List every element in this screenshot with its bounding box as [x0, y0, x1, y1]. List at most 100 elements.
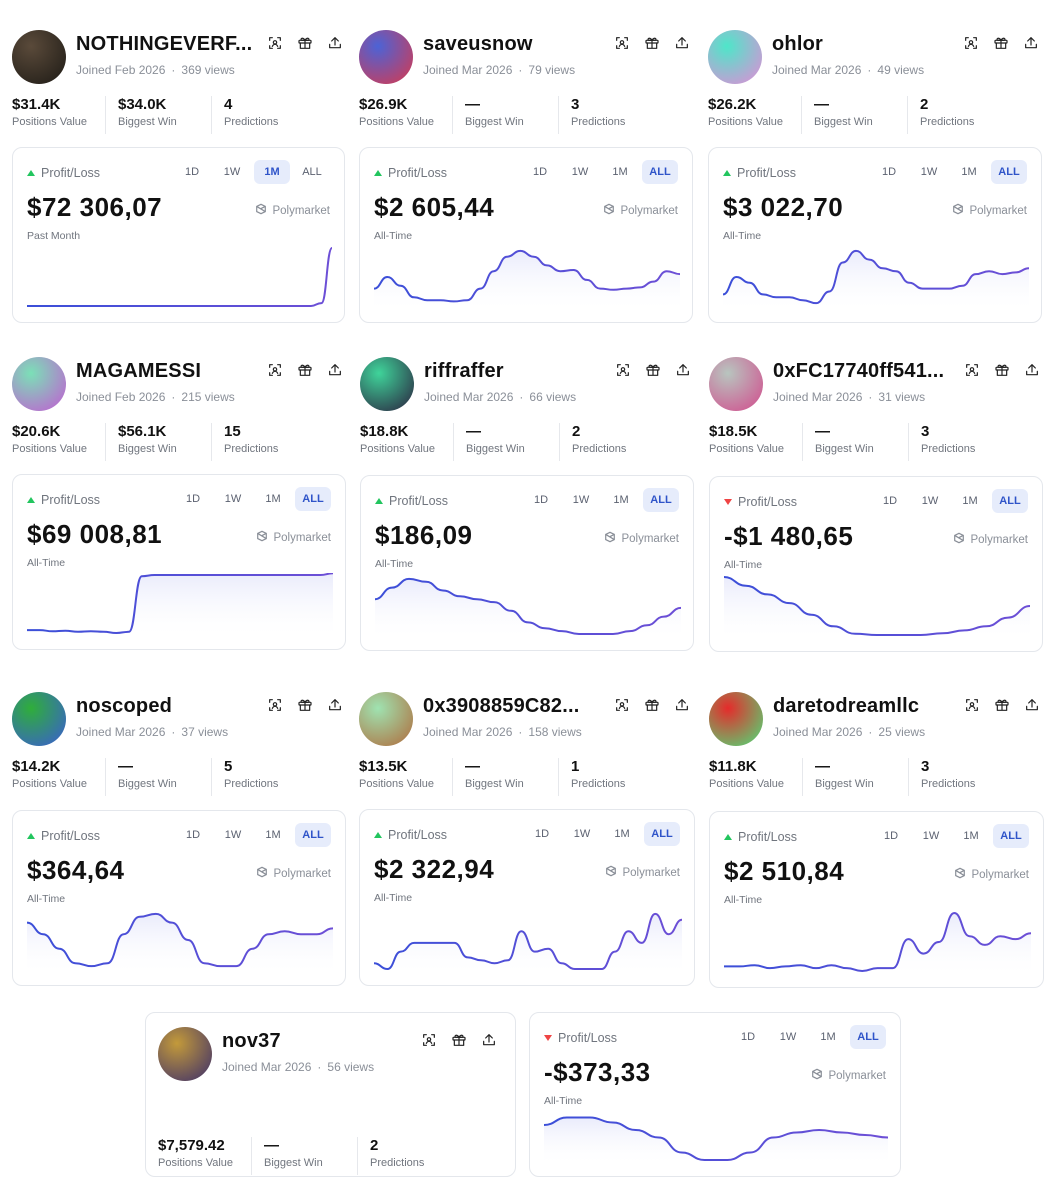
username[interactable]: nov37 — [222, 1030, 281, 1052]
username[interactable]: MAGAMESSI — [76, 360, 202, 382]
avatar[interactable] — [359, 30, 413, 84]
username[interactable]: NOTHINGEVERF... — [76, 33, 253, 55]
gift-icon[interactable] — [296, 34, 314, 52]
username[interactable]: saveusnow — [423, 33, 533, 55]
tab-1d[interactable]: 1D — [881, 166, 897, 178]
tab-all[interactable]: ALL — [295, 487, 331, 511]
gift-icon[interactable] — [450, 1031, 468, 1049]
tab-1w[interactable]: 1W — [571, 166, 589, 178]
tab-1d[interactable]: 1D — [185, 829, 201, 841]
tab-1d[interactable]: 1D — [533, 494, 549, 506]
tab-1w[interactable]: 1W — [922, 830, 940, 842]
tab-1m[interactable]: 1M — [265, 829, 281, 841]
gift-icon[interactable] — [644, 361, 662, 379]
share-icon[interactable] — [674, 361, 692, 379]
tab-1d[interactable]: 1D — [883, 830, 899, 842]
share-icon[interactable] — [1023, 696, 1041, 714]
tab-1w[interactable]: 1W — [921, 495, 939, 507]
tab-1m[interactable]: 1M — [614, 828, 630, 840]
pnl-area — [27, 573, 333, 635]
avatar[interactable] — [360, 357, 414, 411]
share-icon[interactable] — [1022, 34, 1040, 52]
tab-all[interactable]: ALL — [643, 488, 679, 512]
username[interactable]: ohlor — [772, 33, 823, 55]
username[interactable]: daretodreamllc — [773, 695, 920, 717]
scan-profile-icon[interactable] — [420, 1031, 438, 1049]
tab-all[interactable]: ALL — [992, 489, 1028, 513]
share-icon[interactable] — [326, 696, 344, 714]
gift-icon[interactable] — [993, 361, 1011, 379]
positions-value: $18.5K — [709, 423, 758, 440]
biggest-win-label: Biggest Win — [815, 778, 874, 790]
tab-1d[interactable]: 1D — [740, 1031, 756, 1043]
tab-all[interactable]: ALL — [644, 822, 680, 846]
scan-profile-icon[interactable] — [962, 34, 980, 52]
trend-up-icon — [27, 170, 35, 176]
view-count: 49 views — [877, 63, 925, 77]
tab-all[interactable]: ALL — [302, 166, 322, 178]
tab-all[interactable]: ALL — [850, 1025, 886, 1049]
tab-1m[interactable]: 1M — [963, 830, 979, 842]
tab-all[interactable]: ALL — [642, 160, 678, 184]
gift-icon[interactable] — [643, 696, 661, 714]
gift-icon[interactable] — [643, 34, 661, 52]
scan-profile-icon[interactable] — [266, 696, 284, 714]
share-icon[interactable] — [326, 361, 344, 379]
tab-1w[interactable]: 1W — [920, 166, 938, 178]
gift-icon[interactable] — [993, 696, 1011, 714]
username[interactable]: 0x3908859C82... — [423, 695, 580, 717]
tab-1d[interactable]: 1D — [534, 828, 550, 840]
username[interactable]: noscoped — [76, 695, 173, 717]
tab-1m[interactable]: 1M — [612, 166, 628, 178]
gift-icon[interactable] — [992, 34, 1010, 52]
tab-all[interactable]: ALL — [991, 160, 1027, 184]
tab-1m[interactable]: 1M — [265, 493, 281, 505]
profile-header: ohlor Joined Mar 2026 · 49 views $26.2K Posit… — [708, 28, 1046, 148]
scan-profile-icon[interactable] — [613, 34, 631, 52]
tab-1w[interactable]: 1W — [224, 493, 242, 505]
scan-profile-icon[interactable] — [614, 361, 632, 379]
tab-1d[interactable]: 1D — [185, 493, 201, 505]
tab-all[interactable]: ALL — [993, 824, 1029, 848]
share-icon[interactable] — [480, 1031, 498, 1049]
avatar[interactable] — [12, 357, 66, 411]
tab-1w[interactable]: 1W — [573, 828, 591, 840]
share-icon[interactable] — [673, 34, 691, 52]
tab-1m[interactable]: 1M — [961, 166, 977, 178]
share-icon[interactable] — [673, 696, 691, 714]
tab-1d[interactable]: 1D — [882, 495, 898, 507]
tab-1w[interactable]: 1W — [572, 494, 590, 506]
tab-all[interactable]: ALL — [295, 823, 331, 847]
tab-1m[interactable]: 1M — [254, 160, 290, 184]
tab-1w[interactable]: 1W — [779, 1031, 797, 1043]
scan-profile-icon[interactable] — [963, 696, 981, 714]
tab-1m[interactable]: 1M — [613, 494, 629, 506]
avatar[interactable] — [708, 30, 762, 84]
profile-actions — [613, 696, 691, 714]
avatar[interactable] — [12, 30, 66, 84]
username[interactable]: 0xFC17740ff541... — [773, 360, 945, 382]
scan-profile-icon[interactable] — [266, 361, 284, 379]
positions-value-label: Positions Value — [12, 443, 88, 455]
profile-identity: MAGAMESSI Joined Feb 2026 · 215 views — [12, 355, 350, 415]
scan-profile-icon[interactable] — [266, 34, 284, 52]
scan-profile-icon[interactable] — [963, 361, 981, 379]
avatar[interactable] — [359, 692, 413, 746]
gift-icon[interactable] — [296, 696, 314, 714]
avatar[interactable] — [12, 692, 66, 746]
gift-icon[interactable] — [296, 361, 314, 379]
avatar[interactable] — [158, 1027, 212, 1081]
share-icon[interactable] — [326, 34, 344, 52]
scan-profile-icon[interactable] — [613, 696, 631, 714]
avatar[interactable] — [709, 357, 763, 411]
tab-1m[interactable]: 1M — [820, 1031, 836, 1043]
tab-1m[interactable]: 1M — [962, 495, 978, 507]
positions-value-stat: $18.8K Positions Value — [360, 423, 454, 461]
tab-1d[interactable]: 1D — [184, 166, 200, 178]
avatar[interactable] — [709, 692, 763, 746]
username[interactable]: riffraffer — [424, 360, 504, 382]
tab-1w[interactable]: 1W — [224, 829, 242, 841]
tab-1w[interactable]: 1W — [223, 166, 241, 178]
share-icon[interactable] — [1023, 361, 1041, 379]
tab-1d[interactable]: 1D — [532, 166, 548, 178]
